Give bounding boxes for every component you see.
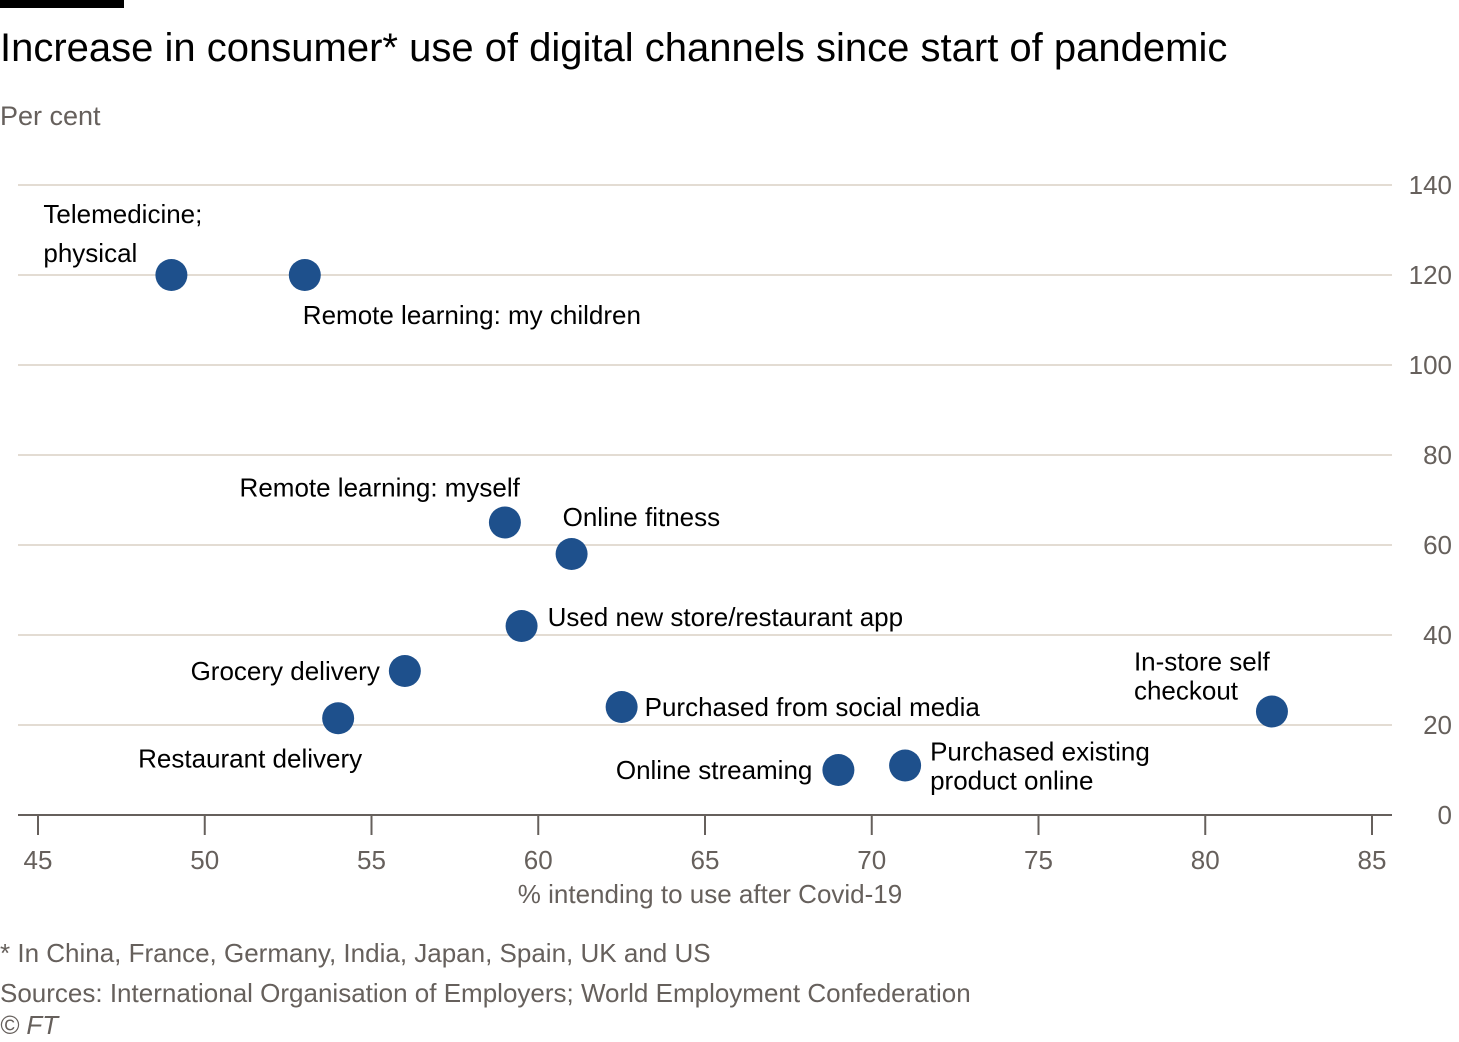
- point-label: Purchased existing product online: [930, 737, 1150, 796]
- data-points: Telemedicine; physical Remote learning: my…: [43, 199, 1288, 796]
- y-tick-label: 100: [1409, 350, 1452, 380]
- point-label-line: checkout: [1134, 676, 1239, 706]
- y-tick-label: 40: [1423, 620, 1452, 650]
- point-label-line: product online: [930, 766, 1093, 796]
- brand-bar: [0, 0, 124, 8]
- point-label: Online streaming: [616, 755, 813, 785]
- point-label-line: Online streaming: [616, 755, 813, 785]
- y-tick-label: 140: [1409, 170, 1452, 200]
- y-tick-label: 0: [1438, 800, 1452, 830]
- sources: Sources: International Organisation of E…: [0, 978, 971, 1008]
- point-label: Used new store/restaurant app: [548, 602, 904, 632]
- data-point: [155, 259, 188, 291]
- x-tick-label: 80: [1191, 845, 1220, 875]
- data-point: [322, 702, 355, 735]
- point-label-line: Remote learning: myself: [240, 473, 521, 503]
- point-label-line: Purchased from social media: [645, 692, 981, 722]
- scatter-chart: 0 20 40 60 80 100 120 140 45 50 55 60 65 70 75 80 85 Te…: [18, 170, 1452, 909]
- point-label: Restaurant delivery: [138, 743, 362, 773]
- data-point: [605, 691, 638, 723]
- point-label: Grocery delivery: [191, 656, 380, 686]
- x-tick-label: 45: [24, 845, 53, 875]
- point-label-line: physical: [43, 238, 137, 268]
- data-point: [822, 754, 855, 786]
- credit: © FT: [0, 1010, 59, 1040]
- point-label-line: Used new store/restaurant app: [548, 602, 904, 632]
- y-axis: 0 20 40 60 80 100 120 140: [1409, 170, 1452, 830]
- point-label-line: Grocery delivery: [191, 656, 380, 686]
- x-tick-label: 70: [857, 845, 886, 875]
- data-point: [505, 610, 538, 642]
- x-tick-label: 55: [357, 845, 386, 875]
- point-label: Telemedicine; physical: [43, 199, 202, 268]
- data-point: [889, 749, 922, 782]
- y-tick-label: 20: [1423, 710, 1452, 740]
- data-point: [555, 538, 588, 570]
- data-point: [488, 506, 521, 539]
- x-tick-label: 85: [1358, 845, 1387, 875]
- data-point: [1255, 695, 1288, 728]
- point-label-line: Online fitness: [563, 502, 721, 532]
- point-label-line: Telemedicine;: [43, 199, 202, 229]
- point-label-line: In-store self: [1134, 647, 1271, 677]
- point-label-line: Remote learning: my children: [303, 300, 641, 330]
- point-label-line: Restaurant delivery: [138, 743, 362, 773]
- point-label-line: Purchased existing: [930, 737, 1150, 767]
- x-axis: 45 50 55 60 65 70 75 80 85: [18, 814, 1392, 875]
- x-tick-label: 75: [1024, 845, 1053, 875]
- point-label: Purchased from social media: [645, 692, 981, 722]
- grid-lines: [18, 184, 1392, 726]
- footnote: * In China, France, Germany, India, Japa…: [0, 938, 711, 968]
- data-point: [288, 259, 321, 291]
- point-label: Remote learning: my children: [303, 300, 641, 330]
- y-tick-label: 60: [1423, 530, 1452, 560]
- point-label: In-store self checkout: [1134, 647, 1271, 706]
- point-label: Online fitness: [563, 502, 721, 532]
- y-tick-label: 120: [1409, 260, 1452, 290]
- point-label: Remote learning: myself: [240, 473, 521, 503]
- chart-title: Increase in consumer* use of digital cha…: [0, 26, 1228, 70]
- x-tick-label: 65: [691, 845, 720, 875]
- x-axis-label: % intending to use after Covid-19: [518, 879, 902, 909]
- y-axis-unit: Per cent: [0, 101, 101, 131]
- y-tick-label: 80: [1423, 440, 1452, 470]
- x-tick-label: 50: [190, 845, 219, 875]
- x-tick-label: 60: [524, 845, 553, 875]
- data-point: [388, 655, 421, 687]
